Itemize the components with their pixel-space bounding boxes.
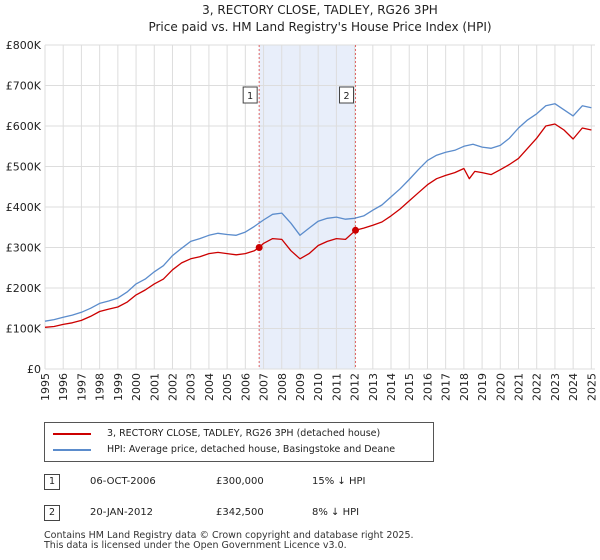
transaction-hpi-diff: 8% ↓ HPI xyxy=(312,507,360,518)
x-tick-label: 2022 xyxy=(531,373,544,401)
y-tick-label: £400K xyxy=(6,201,42,214)
x-tick-label: 2010 xyxy=(312,373,325,401)
y-tick-label: £700K xyxy=(6,80,42,93)
sale-marker-label: 1 xyxy=(247,91,253,102)
sale-marker-box xyxy=(242,86,258,104)
chart-subtitle: Price paid vs. HM Land Registry's House … xyxy=(148,20,491,34)
transaction-hpi-diff: 15% ↓ HPI xyxy=(312,476,366,487)
transaction-price: £300,000 xyxy=(216,476,264,487)
x-tick-label: 2008 xyxy=(276,373,289,401)
transaction-price: £342,500 xyxy=(216,507,264,518)
x-tick-label: 2017 xyxy=(440,373,453,401)
x-tick-label: 2000 xyxy=(130,373,143,401)
x-tick-label: 1997 xyxy=(75,373,88,401)
x-tick-label: 2018 xyxy=(458,373,471,401)
legend-item-property: 3, RECTORY CLOSE, TADLEY, RG26 3PH (deta… xyxy=(53,427,380,441)
legend-item-hpi: HPI: Average price, detached house, Basi… xyxy=(53,443,395,457)
sale-marker-box xyxy=(339,86,355,104)
y-tick-label: £0 xyxy=(27,363,41,376)
x-tick-label: 2021 xyxy=(513,373,526,401)
x-tick-label: 2014 xyxy=(385,373,398,401)
y-tick-label: £800K xyxy=(6,39,42,52)
x-tick-label: 2016 xyxy=(421,373,434,401)
x-tick-label: 2003 xyxy=(185,373,198,401)
transaction-number: 2 xyxy=(44,505,60,521)
y-tick-label: £300K xyxy=(6,242,42,255)
y-tick-label: £200K xyxy=(6,282,42,295)
footer-licence: This data is licensed under the Open Gov… xyxy=(44,540,347,551)
y-tick-label: £600K xyxy=(6,120,42,133)
x-tick-label: 2019 xyxy=(476,373,489,401)
x-tick-label: 2006 xyxy=(239,373,252,401)
footer: Contains HM Land Registry data © Crown c… xyxy=(44,531,414,551)
x-tick-label: 2013 xyxy=(367,373,380,401)
sale-marker-label: 2 xyxy=(343,91,349,102)
y-tick-label: £100K xyxy=(6,323,42,336)
x-tick-label: 2005 xyxy=(221,373,234,401)
x-tick-label: 1999 xyxy=(112,373,125,401)
legend-line-hpi xyxy=(53,448,91,451)
x-tick-label: 2011 xyxy=(330,373,343,401)
price-chart: 3, RECTORY CLOSE, TADLEY, RG26 3PH Price… xyxy=(6,3,599,401)
legend: 3, RECTORY CLOSE, TADLEY, RG26 3PH (deta… xyxy=(44,422,434,462)
sale-point xyxy=(255,244,263,251)
x-tick-label: 2012 xyxy=(349,373,362,401)
legend-label-hpi: HPI: Average price, detached house, Basi… xyxy=(107,444,396,455)
transaction-date: 20-JAN-2012 xyxy=(90,507,154,518)
x-tick-label: 2001 xyxy=(148,373,161,401)
x-tick-label: 2025 xyxy=(585,373,598,401)
legend-label-property: 3, RECTORY CLOSE, TADLEY, RG26 3PH (deta… xyxy=(107,428,381,439)
hpi-series-line xyxy=(44,103,592,322)
x-tick-label: 2015 xyxy=(403,373,416,401)
property-series-line xyxy=(44,123,592,328)
transaction-number: 1 xyxy=(44,474,60,490)
transaction-date: 06-OCT-2006 xyxy=(90,476,156,487)
x-tick-label: 2004 xyxy=(203,373,216,401)
x-tick-label: 1998 xyxy=(94,373,107,401)
x-tick-label: 2023 xyxy=(549,373,562,401)
x-tick-label: 2024 xyxy=(567,373,580,401)
x-tick-label: 2009 xyxy=(294,373,307,401)
legend-line-property xyxy=(53,432,91,435)
y-tick-label: £500K xyxy=(6,161,42,174)
chart-title: 3, RECTORY CLOSE, TADLEY, RG26 3PH xyxy=(202,3,438,17)
x-tick-label: 2002 xyxy=(166,373,179,401)
x-tick-label: 2007 xyxy=(258,373,271,401)
x-tick-label: 2020 xyxy=(494,373,507,401)
footer-copyright: Contains HM Land Registry data © Crown c… xyxy=(44,530,414,541)
sale-point xyxy=(352,226,360,234)
x-tick-label: 1996 xyxy=(57,373,70,401)
x-tick-label: 1995 xyxy=(39,373,52,401)
